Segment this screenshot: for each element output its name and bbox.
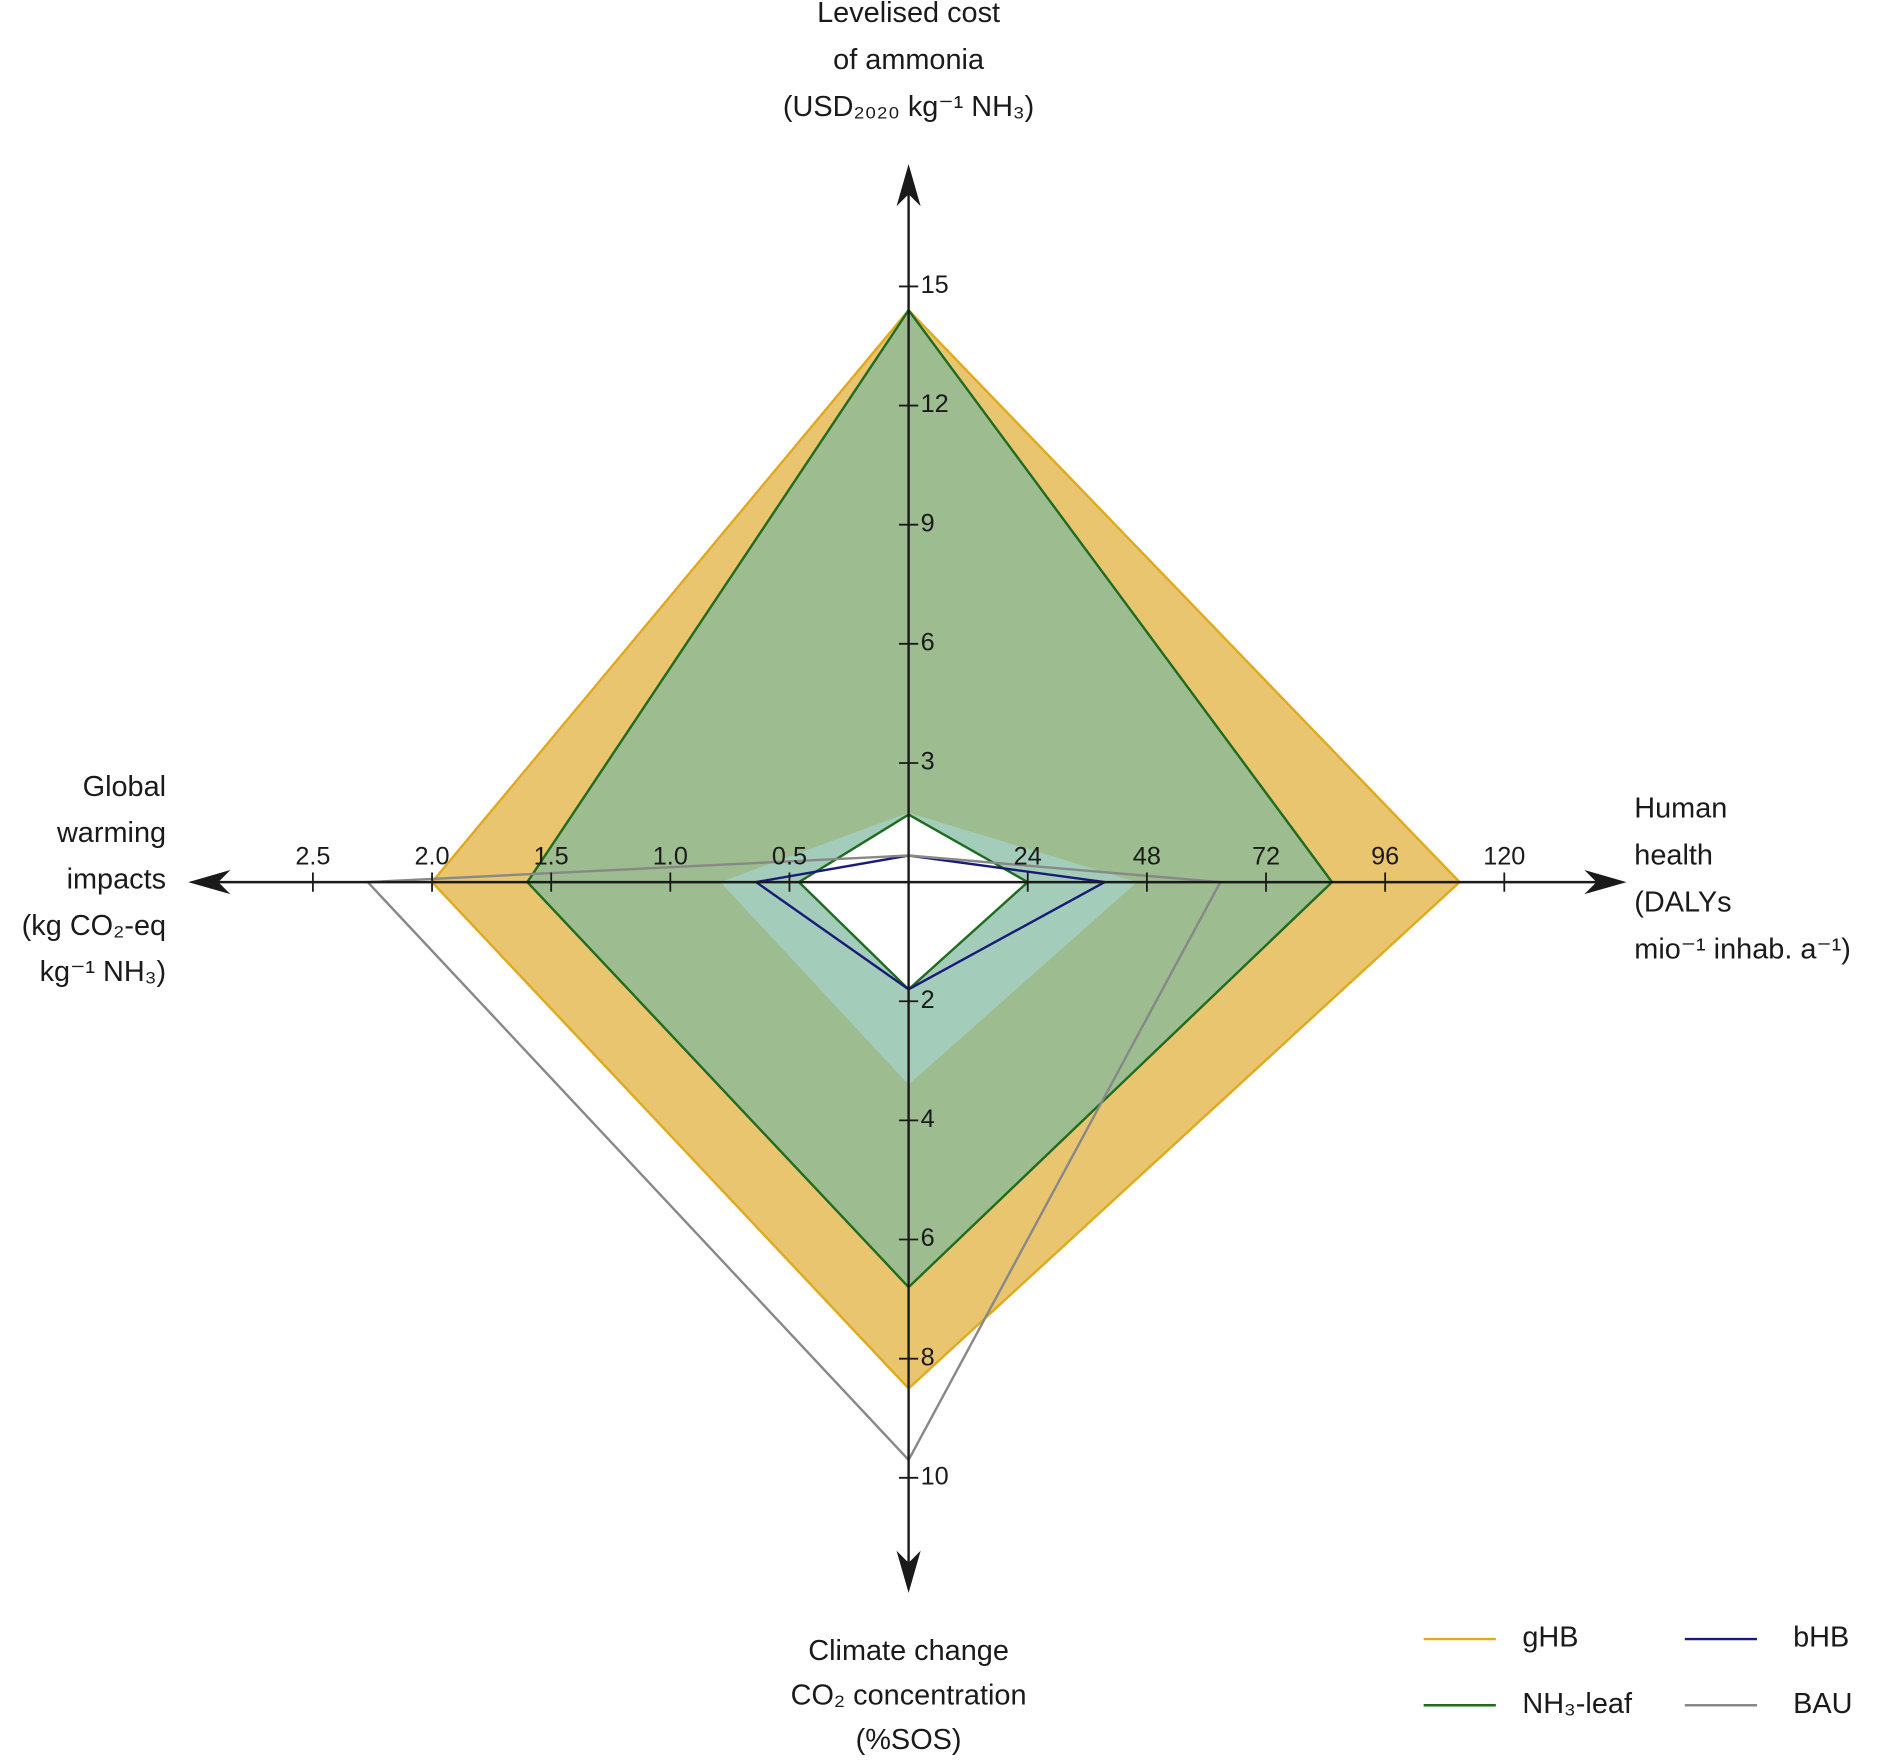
axis-title: (%SOS) [856, 1724, 962, 1756]
axis-arrows [188, 164, 1627, 1593]
tick-label: 8 [921, 1343, 935, 1371]
axis-title: (DALYs [1634, 886, 1731, 918]
tick-label: 48 [1133, 843, 1161, 871]
range-band [432, 310, 1460, 1389]
tick-label: 24 [1014, 843, 1042, 871]
legend-label: gHB [1522, 1622, 1578, 1654]
tick-label: 1.5 [534, 843, 569, 871]
axis-title: Levelised cost [817, 0, 1000, 29]
tick-label: 2 [921, 986, 935, 1014]
axis-title: health [1634, 839, 1713, 871]
tick-label: 6 [921, 629, 935, 657]
axis-title: mio⁻¹ inhab. a⁻¹) [1634, 933, 1851, 965]
axis-title: kg⁻¹ NH₃) [40, 956, 166, 988]
tick-label: 12 [921, 390, 949, 418]
axis-title: Climate change [808, 1635, 1009, 1667]
tick-label: 2.0 [414, 843, 449, 871]
tick-label: 4 [921, 1105, 935, 1133]
tick-label: 10 [921, 1462, 949, 1490]
tick-label: 1.0 [653, 843, 688, 871]
plot-area [365, 308, 1462, 1462]
tick-label: 3 [921, 748, 935, 776]
axis-title: of ammonia [833, 44, 985, 76]
axis-title: impacts [67, 864, 166, 896]
tick-label: 96 [1371, 843, 1399, 871]
tick-label: 6 [921, 1224, 935, 1252]
axis-title: CO₂ concentration [791, 1679, 1027, 1711]
tick-label: 9 [921, 509, 935, 537]
legend-label: NH₃-leaf [1522, 1688, 1633, 1720]
axis-title: (USD₂₀₂₀ kg⁻¹ NH₃) [783, 91, 1034, 123]
tick-label: 72 [1252, 843, 1280, 871]
legend-label: bHB [1793, 1622, 1849, 1654]
tick-label: 120 [1483, 843, 1525, 871]
range-band [527, 310, 1333, 1288]
axis-title: Human [1634, 793, 1727, 825]
axis-title: (kg CO₂-eq [22, 910, 166, 942]
legend-label: BAU [1793, 1688, 1852, 1720]
tick-label: 15 [921, 271, 949, 299]
tick-label: 2.5 [295, 843, 330, 871]
axis-title: warming [56, 817, 166, 849]
axis-title: Global [83, 771, 166, 803]
tick-label: 0.5 [772, 843, 807, 871]
